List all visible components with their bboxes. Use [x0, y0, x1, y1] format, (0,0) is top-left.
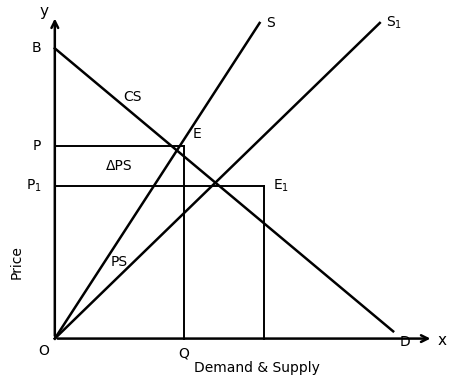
Text: P: P: [33, 139, 41, 153]
Text: S: S: [266, 16, 275, 30]
Text: Price: Price: [10, 246, 24, 279]
Text: PS: PS: [111, 255, 128, 269]
Text: S$_1$: S$_1$: [387, 15, 403, 31]
Text: D: D: [400, 335, 410, 349]
Text: Q: Q: [179, 346, 189, 360]
Text: ΔPS: ΔPS: [106, 159, 133, 173]
Text: E$_1$: E$_1$: [273, 178, 289, 194]
Text: Demand & Supply: Demand & Supply: [194, 361, 320, 374]
Text: CS: CS: [123, 90, 142, 104]
Text: O: O: [38, 344, 49, 358]
Text: E: E: [193, 127, 202, 141]
Text: P$_1$: P$_1$: [26, 178, 41, 194]
Text: x: x: [438, 333, 447, 348]
Text: y: y: [39, 4, 48, 19]
Text: B: B: [32, 41, 41, 55]
